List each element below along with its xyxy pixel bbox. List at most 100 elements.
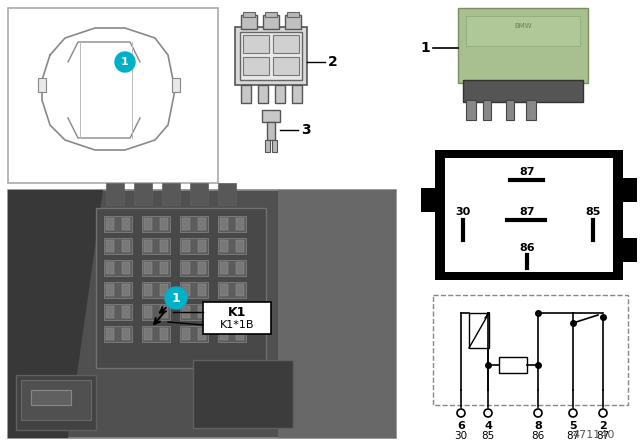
Bar — [220, 306, 228, 318]
Bar — [160, 306, 168, 318]
Bar — [104, 326, 132, 342]
Bar — [236, 306, 244, 318]
Bar — [218, 216, 246, 232]
Bar — [182, 218, 190, 230]
Circle shape — [165, 287, 187, 309]
Bar — [31, 390, 71, 405]
Bar — [106, 262, 114, 274]
Bar — [235, 27, 307, 85]
Bar — [142, 326, 170, 342]
Bar — [106, 328, 114, 340]
Text: 30: 30 — [456, 207, 470, 217]
Bar — [463, 80, 583, 102]
Bar — [182, 306, 190, 318]
Bar — [160, 328, 168, 340]
Bar — [16, 375, 96, 430]
Bar — [180, 282, 208, 298]
Bar — [122, 240, 130, 252]
Text: 1: 1 — [420, 41, 430, 55]
Bar — [240, 32, 302, 80]
Text: K1: K1 — [228, 306, 246, 319]
Bar — [287, 12, 299, 17]
Bar — [182, 328, 190, 340]
Bar — [445, 158, 613, 272]
Bar — [433, 295, 628, 405]
Bar — [469, 313, 489, 348]
Bar — [180, 260, 208, 276]
Bar — [265, 140, 270, 152]
Text: 86: 86 — [519, 243, 535, 253]
Bar — [526, 100, 536, 120]
Text: BMW: BMW — [514, 23, 532, 29]
Bar — [218, 326, 246, 342]
Circle shape — [484, 409, 492, 417]
Bar — [198, 306, 206, 318]
Bar — [435, 150, 623, 280]
Bar — [160, 240, 168, 252]
Bar — [236, 284, 244, 296]
Bar — [466, 100, 476, 120]
Bar — [134, 183, 152, 205]
Circle shape — [534, 409, 542, 417]
Bar — [273, 35, 299, 53]
Text: 87: 87 — [519, 167, 535, 177]
Bar — [144, 218, 152, 230]
Bar — [466, 16, 580, 46]
Bar — [182, 284, 190, 296]
Bar — [198, 218, 206, 230]
Bar — [106, 218, 114, 230]
Bar — [142, 216, 170, 232]
Bar — [142, 260, 170, 276]
Bar — [236, 240, 244, 252]
Bar — [273, 57, 299, 75]
Bar — [236, 218, 244, 230]
Bar — [267, 122, 275, 140]
Bar — [243, 12, 255, 17]
Bar — [236, 328, 244, 340]
Bar — [144, 284, 152, 296]
Bar — [104, 282, 132, 298]
Bar — [263, 15, 279, 29]
Bar — [218, 304, 246, 320]
Bar — [198, 240, 206, 252]
Bar — [506, 100, 514, 120]
Text: 85: 85 — [481, 431, 495, 441]
Bar — [160, 284, 168, 296]
Bar — [190, 183, 208, 205]
Bar — [160, 262, 168, 274]
Bar — [292, 85, 302, 103]
Bar — [144, 306, 152, 318]
Text: 6: 6 — [457, 421, 465, 431]
Circle shape — [569, 409, 577, 417]
Bar — [8, 8, 218, 183]
Bar — [278, 190, 396, 438]
Text: 8: 8 — [534, 421, 542, 431]
Text: K1*1B: K1*1B — [220, 320, 254, 330]
Bar — [144, 262, 152, 274]
Bar — [220, 218, 228, 230]
Bar — [122, 328, 130, 340]
Bar — [623, 178, 637, 202]
Bar — [38, 78, 46, 92]
Text: 2: 2 — [328, 55, 338, 69]
Bar — [198, 328, 206, 340]
Bar — [483, 100, 491, 120]
Bar — [203, 302, 271, 334]
Bar — [142, 282, 170, 298]
Bar — [182, 240, 190, 252]
Bar — [144, 240, 152, 252]
Bar — [262, 110, 280, 122]
Bar — [122, 218, 130, 230]
Bar — [122, 284, 130, 296]
Bar — [182, 262, 190, 274]
Bar — [220, 262, 228, 274]
Bar — [172, 78, 180, 92]
Text: 1: 1 — [121, 57, 129, 67]
Bar — [104, 238, 132, 254]
Bar — [180, 238, 208, 254]
Bar — [8, 190, 396, 438]
Text: 1: 1 — [172, 292, 180, 305]
Bar — [144, 328, 152, 340]
Bar — [104, 304, 132, 320]
Text: 30: 30 — [454, 431, 468, 441]
